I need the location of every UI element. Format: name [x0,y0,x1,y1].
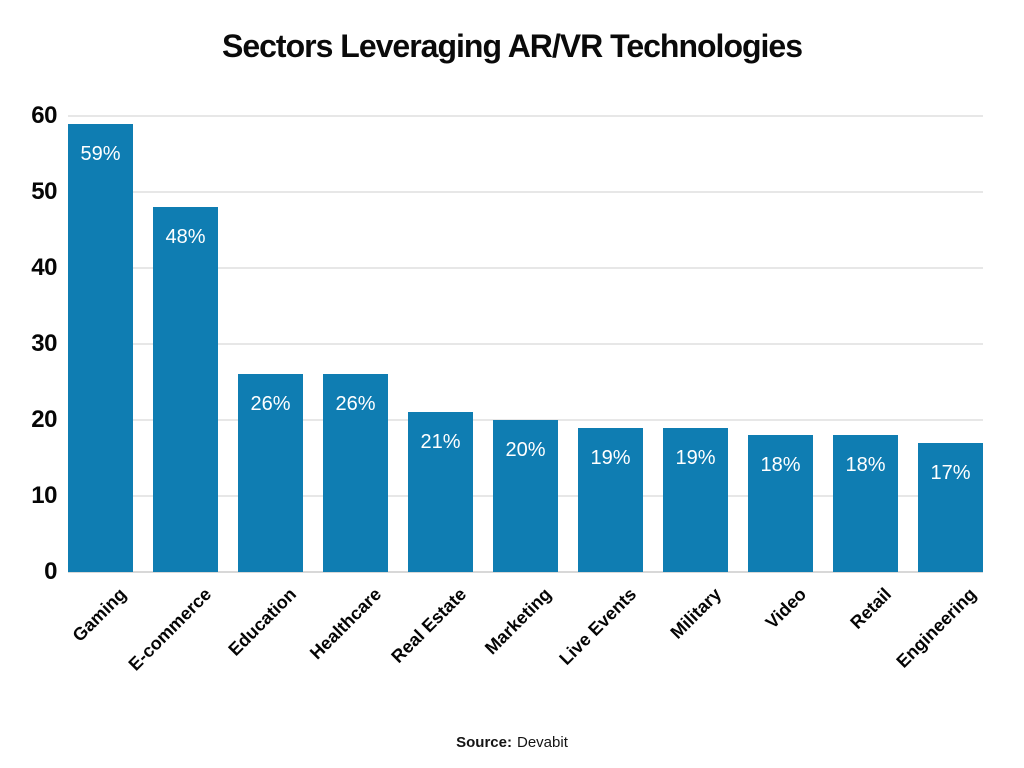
bar-value-label-healthcare: 26% [335,393,376,415]
x-tick-label-real-estate: Real Estate [386,584,470,667]
gridline-0 [68,571,983,573]
bar-real-estate: 21% [408,412,473,572]
y-tick-label-60: 60 [31,102,57,129]
bar-video: 18% [748,435,813,572]
source-label: Source: [456,734,512,751]
x-tick-label-live-events: Live Events [554,584,640,669]
bar-retail: 18% [833,435,898,572]
gridline-50 [68,191,983,193]
bar-value-label-military: 19% [675,447,716,469]
source-note: Source: Devabit [0,734,1024,751]
y-tick-label-20: 20 [31,406,57,433]
bar-gaming: 59% [68,124,133,572]
bar-education: 26% [238,374,303,572]
plot-area: 59% 48% 26% 26% 21% 20% 19% 19% 18% 18% 17% [68,115,983,573]
bar-value-label-live-events: 19% [590,447,631,469]
bar-marketing: 20% [493,420,558,572]
y-tick-label-10: 10 [31,482,57,509]
x-tick-label-video: Video [761,584,810,633]
x-tick-label-e-commerce: E-commerce [124,584,215,675]
bar-value-label-real-estate: 21% [420,431,461,453]
chart-title: Sectors Leveraging AR/VR Technologies [221,28,803,64]
y-tick-label-40: 40 [31,254,57,281]
bar-value-label-marketing: 20% [505,439,546,461]
x-tick-label-marketing: Marketing [480,584,555,659]
x-tick-label-education: Education [223,584,300,660]
gridline-60 [68,115,983,117]
gridline-30 [68,343,983,345]
bar-military: 19% [663,428,728,572]
bar-value-label-video: 18% [760,454,801,476]
bar-value-label-education: 26% [250,393,291,415]
bar-healthcare: 26% [323,374,388,572]
y-axis: 0 10 20 30 40 50 60 [0,102,57,585]
x-tick-label-military: Military [665,584,725,643]
gridline-40 [68,267,983,269]
x-tick-label-healthcare: Healthcare [305,584,385,664]
y-tick-label-50: 50 [31,178,57,205]
y-tick-label-0: 0 [44,558,57,585]
x-tick-label-engineering: Engineering [891,584,980,672]
bar-live-events: 19% [578,428,643,572]
bar-value-label-engineering: 17% [930,462,971,484]
bar-value-label-retail: 18% [845,454,886,476]
y-tick-label-30: 30 [31,330,57,357]
bar-value-label-e-commerce: 48% [165,226,206,248]
bar-engineering: 17% [918,443,983,572]
bar-e-commerce: 48% [153,207,218,572]
bar-value-label-gaming: 59% [80,143,121,165]
x-tick-label-retail: Retail [845,584,895,633]
source-value: Devabit [517,734,568,751]
